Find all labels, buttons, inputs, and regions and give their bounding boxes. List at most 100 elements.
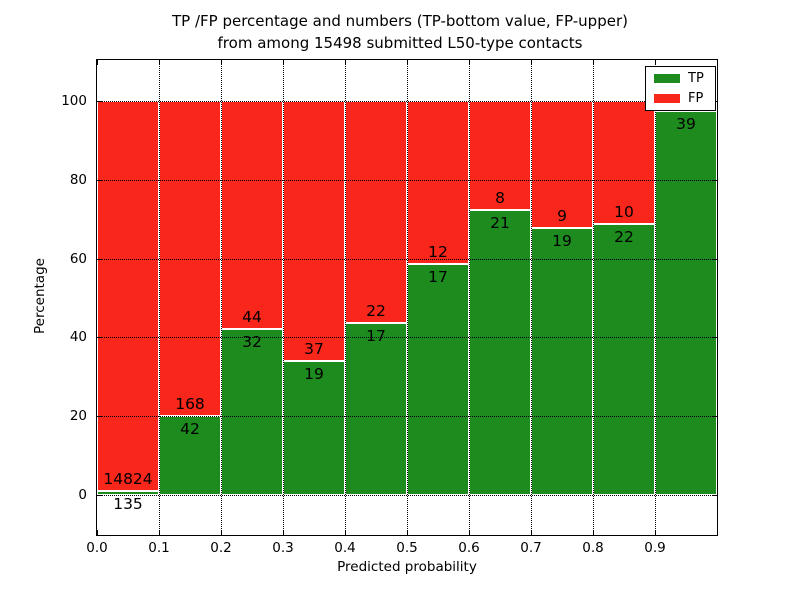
bar-tp-segment bbox=[221, 329, 283, 495]
bar-fp-segment bbox=[97, 101, 159, 492]
x-tick-label: 0.6 bbox=[458, 540, 480, 556]
x-tick-mark bbox=[655, 530, 656, 535]
fp-swatch-icon bbox=[654, 94, 680, 103]
y-tick-mark-right bbox=[712, 337, 717, 339]
x-tick-mark bbox=[345, 530, 346, 535]
x-tick-label: 0.9 bbox=[644, 540, 666, 556]
x-tick-mark-top bbox=[593, 60, 594, 65]
tp-count-label: 135 bbox=[113, 495, 143, 514]
y-tick-mark-right bbox=[712, 258, 717, 260]
grid-line-v bbox=[159, 60, 160, 535]
tp-count-label: 21 bbox=[490, 213, 510, 232]
x-tick-mark bbox=[283, 530, 284, 535]
x-tick-label: 0.3 bbox=[272, 540, 294, 556]
x-tick-label: 0.5 bbox=[396, 540, 418, 556]
fp-count-label: 9 bbox=[557, 206, 567, 225]
y-tick-mark bbox=[97, 101, 102, 102]
bar-fp-segment bbox=[593, 101, 655, 225]
grid-line-v bbox=[655, 60, 656, 535]
bar-tp-segment bbox=[655, 110, 717, 495]
y-tick-mark bbox=[97, 258, 102, 260]
grid-line-v bbox=[345, 60, 346, 535]
fp-count-label: 8 bbox=[495, 188, 505, 207]
fp-count-label: 22 bbox=[366, 302, 386, 321]
tp-swatch-icon bbox=[654, 73, 680, 83]
x-tick-mark bbox=[531, 530, 532, 535]
x-tick-mark-top bbox=[407, 60, 408, 65]
tp-count-label: 42 bbox=[180, 420, 200, 439]
bar-fp-segment bbox=[345, 101, 407, 324]
fp-count-label: 37 bbox=[304, 340, 324, 359]
tp-count-label: 19 bbox=[304, 365, 324, 384]
tp-count-label: 17 bbox=[366, 327, 386, 346]
x-tick-label: 0.7 bbox=[520, 540, 542, 556]
x-tick-mark bbox=[407, 530, 408, 535]
x-tick-label: 0.8 bbox=[582, 540, 604, 556]
tp-count-label: 22 bbox=[614, 228, 634, 247]
x-tick-label: 0.1 bbox=[148, 540, 170, 556]
y-axis-label: Percentage bbox=[32, 258, 48, 334]
x-tick-mark-top bbox=[469, 60, 470, 65]
y-tick-label: 100 bbox=[61, 93, 87, 109]
y-tick-label: 40 bbox=[69, 329, 87, 346]
y-tick-mark bbox=[97, 495, 102, 496]
x-tick-label: 0.2 bbox=[210, 540, 232, 556]
bar-tp-segment bbox=[345, 323, 407, 495]
x-tick-label: 0.0 bbox=[86, 540, 108, 556]
x-tick-mark-top bbox=[159, 60, 160, 65]
bar-tp-segment bbox=[283, 361, 345, 495]
fp-count-label: 12 bbox=[428, 243, 448, 262]
x-tick-mark-top bbox=[345, 60, 346, 65]
bar-tp-segment bbox=[593, 224, 655, 495]
x-tick-mark bbox=[469, 530, 470, 535]
grid-line-v bbox=[221, 60, 222, 535]
y-tick-label: 60 bbox=[69, 250, 87, 267]
grid-line-v bbox=[593, 60, 594, 535]
grid-line-v bbox=[283, 60, 284, 535]
y-tick-mark-right bbox=[712, 495, 717, 496]
x-tick-mark-top bbox=[655, 60, 656, 65]
y-tick-mark-right bbox=[712, 416, 717, 418]
y-tick-mark bbox=[97, 416, 102, 418]
legend-label-fp: FP bbox=[688, 91, 704, 106]
grid-line-v bbox=[469, 60, 470, 535]
tp-count-label: 39 bbox=[676, 114, 696, 133]
legend-entry-tp: TP bbox=[646, 69, 715, 88]
fp-count-label: 10 bbox=[614, 203, 634, 222]
y-tick-label: 80 bbox=[69, 171, 87, 188]
tp-count-label: 17 bbox=[428, 268, 448, 287]
x-tick-mark bbox=[97, 530, 98, 535]
y-tick-mark-right bbox=[712, 179, 717, 181]
x-tick-mark bbox=[593, 530, 594, 535]
chart-title: TP /FP percentage and numbers (TP-bottom… bbox=[0, 10, 800, 54]
legend-label-tp: TP bbox=[688, 70, 704, 86]
x-tick-label: 0.4 bbox=[334, 540, 356, 556]
legend: TP FP bbox=[645, 66, 716, 111]
y-tick-mark bbox=[97, 179, 102, 181]
chart-title-line2: from among 15498 submitted L50-type cont… bbox=[217, 34, 583, 52]
x-axis-label: Predicted probability bbox=[337, 559, 477, 575]
bar-tp-segment bbox=[407, 264, 469, 495]
x-tick-mark-top bbox=[221, 60, 222, 65]
x-tick-mark-top bbox=[97, 60, 98, 65]
plot-area: 14824 135 168 42 44 32 37 19 22 17 12 17 8 21 9 19 10 22 3… bbox=[61, 59, 718, 556]
grid-line-v bbox=[531, 60, 532, 535]
bar-fp-segment bbox=[283, 101, 345, 362]
x-tick-mark bbox=[159, 530, 160, 535]
tp-count-label: 32 bbox=[242, 333, 262, 352]
tp-count-label: 19 bbox=[552, 231, 572, 250]
x-tick-mark-top bbox=[283, 60, 284, 65]
bar-tp-segment bbox=[469, 209, 531, 495]
chart-title-line1: TP /FP percentage and numbers (TP-bottom… bbox=[172, 12, 628, 30]
fp-count-label: 168 bbox=[175, 395, 205, 414]
x-tick-mark bbox=[221, 530, 222, 535]
bar-tp-segment bbox=[531, 227, 593, 495]
fp-count-label: 14824 bbox=[103, 470, 153, 489]
bar-fp-segment bbox=[469, 101, 531, 210]
x-tick-mark-top bbox=[531, 60, 532, 65]
bar-fp-segment bbox=[221, 101, 283, 330]
legend-entry-fp: FP bbox=[646, 89, 715, 108]
grid-line-v bbox=[407, 60, 408, 535]
bar-tp-segment bbox=[97, 491, 159, 495]
